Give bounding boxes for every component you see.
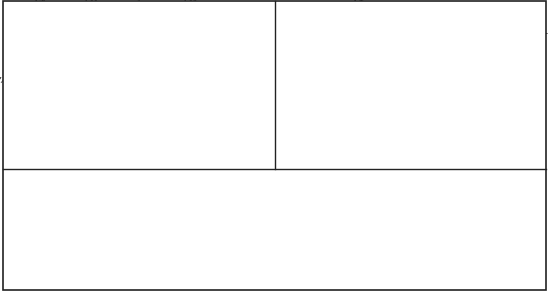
- Text: $i_1$: $i_1$: [193, 159, 201, 172]
- Text: -: -: [10, 138, 14, 147]
- Text: $1: n'$: $1: n'$: [460, 11, 483, 22]
- Text: $Z_T$: $Z_T$: [352, 0, 365, 7]
- Text: $C_S$: $C_S$: [506, 73, 517, 86]
- Text: -: -: [126, 271, 130, 280]
- Text: +: +: [122, 180, 130, 189]
- Text: $v_{AB}$: $v_{AB}$: [87, 224, 103, 235]
- Text: $L_{11}$: $L_{11}$: [84, 0, 98, 7]
- Text: $v_{OS}$: $v_{OS}$: [257, 93, 271, 103]
- Text: $i_R$: $i_R$: [428, 159, 436, 172]
- Text: +: +: [278, 29, 285, 38]
- Text: $R_E$: $R_E$: [257, 65, 268, 77]
- Text: +: +: [267, 17, 275, 26]
- Text: 3-1: 3-1: [131, 157, 148, 167]
- Text: $v_{OP}$: $v_{OP}$: [120, 32, 135, 42]
- Text: $L_M'$: $L_M'$: [380, 79, 391, 93]
- Text: -: -: [267, 136, 271, 145]
- Text: $v_{OS}$: $v_{OS}$: [527, 97, 541, 108]
- Text: $i_2$: $i_2$: [361, 159, 369, 172]
- Text: $R_E$: $R_E$: [454, 212, 466, 224]
- Text: $C_p$: $C_p$: [34, 0, 46, 7]
- Text: $v_{AB}$: $v_{AB}$: [272, 81, 288, 91]
- Text: 3-2: 3-2: [405, 157, 421, 167]
- Text: +: +: [481, 181, 489, 190]
- Text: $v_{AB}$: $v_{AB}$: [0, 76, 11, 86]
- Text: $C_S$: $C_S$: [238, 75, 249, 87]
- Text: $v_{OS}$: $v_{OS}$: [454, 233, 469, 244]
- Text: $L_M$: $L_M$: [55, 71, 67, 83]
- Text: $C_P$: $C_P$: [325, 8, 336, 20]
- Text: $L_M'$: $L_M'$: [172, 223, 184, 236]
- Text: +: +: [540, 29, 548, 38]
- Text: $1: n$: $1: n$: [135, 0, 154, 8]
- Text: -: -: [481, 270, 484, 279]
- Text: +: +: [6, 15, 14, 24]
- Text: -: -: [540, 138, 544, 147]
- Text: $R_E$: $R_E$: [527, 67, 538, 79]
- Text: $L_{12}$: $L_{12}$: [183, 0, 197, 7]
- Text: 3-3: 3-3: [267, 276, 284, 286]
- Text: $C_S$: $C_S$: [411, 217, 422, 230]
- Text: $L'$: $L'$: [382, 9, 391, 20]
- Text: -: -: [289, 144, 292, 153]
- Text: $1: n'$: $1: n'$: [302, 170, 324, 181]
